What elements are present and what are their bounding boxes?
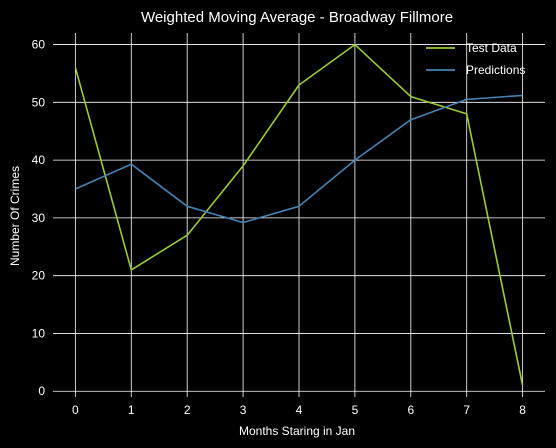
legend: Test Data Predictions: [426, 41, 525, 77]
series-line-predictions: [75, 94, 523, 224]
y-axis-label: Number Of Crimes: [8, 166, 22, 266]
y-tick-label: 0: [38, 384, 45, 398]
x-tick-label: 5: [352, 403, 359, 417]
x-tick-label: 8: [519, 403, 526, 417]
y-tick-label: 20: [32, 269, 46, 283]
x-tick-label: 6: [407, 403, 414, 417]
series-line-test-data: [74, 43, 524, 386]
x-tick-label: 0: [72, 403, 79, 417]
series-lines: [74, 43, 524, 386]
x-tick-label: 3: [240, 403, 247, 417]
y-tick-labels: 0 10 20 30 40 50 60: [32, 38, 46, 399]
y-tick-label: 50: [32, 95, 46, 109]
legend-label: Predictions: [466, 63, 525, 77]
x-tick-label: 1: [128, 403, 135, 417]
x-tick-label: 2: [184, 403, 191, 417]
legend-label: Test Data: [466, 41, 517, 55]
x-tick-label: 4: [296, 403, 303, 417]
y-tick-label: 10: [32, 326, 46, 340]
y-tick-label: 40: [32, 153, 46, 167]
x-tick-label: 7: [463, 403, 470, 417]
y-tick-label: 30: [32, 211, 46, 225]
grid: [53, 33, 545, 397]
chart-title: Weighted Moving Average - Broadway Fillm…: [141, 9, 453, 26]
x-tick-labels: 0 1 2 3 4 5 6 7 8: [72, 403, 526, 417]
x-axis-label: Months Staring in Jan: [239, 424, 355, 438]
y-tick-label: 60: [32, 38, 46, 52]
